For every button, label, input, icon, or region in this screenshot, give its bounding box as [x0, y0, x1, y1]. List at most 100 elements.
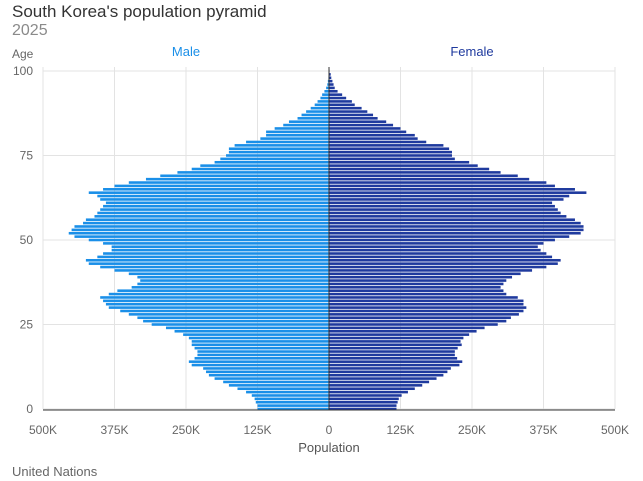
bar-female	[329, 313, 519, 316]
bar-male	[177, 171, 329, 174]
bar-male	[274, 127, 329, 130]
bar-male	[100, 265, 329, 269]
bar-female	[329, 154, 452, 157]
bar-female	[329, 73, 331, 76]
bar-male	[301, 113, 329, 117]
bar-female	[329, 248, 541, 252]
bar-male	[88, 238, 329, 242]
bar-male	[88, 191, 329, 194]
bar-female	[329, 407, 397, 411]
bar-male	[68, 231, 330, 235]
axes: 0 25 50 75 100 500K 375K 250K 125K 0 125K 250K 375K 5…	[13, 64, 629, 437]
bar-female	[329, 269, 533, 272]
x-axis-title: Population	[298, 440, 359, 455]
bar-male	[183, 333, 329, 336]
bar-male	[306, 110, 329, 113]
y-tick-label: 0	[26, 402, 33, 416]
bar-male	[194, 357, 329, 360]
bar-male	[322, 93, 329, 96]
bar-female	[329, 245, 538, 249]
bar-male	[228, 384, 329, 387]
bar-female	[329, 346, 458, 350]
bar-male	[327, 79, 329, 83]
bar-female	[329, 150, 452, 154]
bar-male	[97, 211, 329, 215]
bar-male	[111, 248, 329, 252]
bar-male	[220, 157, 329, 161]
bar-female	[329, 83, 334, 86]
y-axis-title: Age	[12, 47, 34, 61]
bar-female	[329, 86, 335, 90]
bar-male	[128, 181, 329, 184]
bar-female	[329, 133, 415, 137]
bar-male	[85, 218, 330, 222]
bar-female	[329, 140, 427, 144]
bar-male	[260, 137, 329, 140]
bar-male	[88, 262, 329, 265]
bar-male	[246, 140, 329, 144]
bar-male	[100, 208, 329, 211]
bar-male	[266, 130, 329, 134]
bar-female	[329, 306, 527, 309]
bar-female	[329, 373, 444, 377]
bar-female	[329, 279, 507, 282]
x-tick-label: 0	[326, 423, 333, 437]
source-note: United Nations	[12, 464, 98, 479]
bar-female	[329, 367, 451, 370]
bar-male	[151, 323, 329, 326]
bar-male	[226, 154, 329, 157]
bar-female	[329, 329, 477, 333]
x-tick-label: 500K	[29, 423, 57, 437]
bar-male	[254, 397, 329, 401]
bar-female	[329, 272, 521, 276]
bar-male	[128, 313, 329, 316]
bar-female	[329, 123, 394, 127]
bar-male	[214, 160, 329, 164]
bar-male	[197, 350, 329, 353]
bar-female	[329, 157, 455, 161]
bar-female	[329, 319, 507, 323]
bar-male	[140, 279, 329, 282]
bar-female	[329, 164, 478, 167]
bar-male	[100, 198, 329, 201]
bar-male	[120, 309, 329, 313]
bar-female	[329, 299, 524, 303]
bar-female	[329, 242, 544, 245]
bar-male	[206, 370, 329, 374]
bar-female	[329, 404, 397, 407]
bar-female	[329, 235, 570, 238]
bar-female	[329, 258, 561, 262]
bar-male	[191, 340, 329, 343]
bar-female	[329, 286, 501, 289]
bar-female	[329, 350, 455, 353]
bar-female	[329, 292, 507, 296]
x-tick-label: 250K	[458, 423, 486, 437]
bar-female	[329, 110, 368, 113]
bar-female	[329, 211, 561, 215]
bar-male	[251, 394, 329, 397]
bar-male	[105, 201, 329, 205]
bar-male	[85, 258, 330, 262]
bar-female	[329, 296, 518, 299]
bar-male	[74, 225, 330, 228]
bar-female	[329, 204, 555, 208]
bar-male	[266, 133, 329, 137]
bar-male	[223, 380, 329, 384]
bar-male	[200, 164, 329, 167]
bar-male	[100, 296, 329, 299]
bar-female	[329, 144, 444, 147]
bar-female	[329, 218, 575, 222]
bar-female	[329, 130, 407, 134]
chart-title: South Korea's population pyramid	[12, 2, 267, 21]
bar-male	[103, 204, 329, 208]
bar-male	[128, 272, 329, 276]
bar-male	[103, 252, 329, 255]
bar-female	[329, 343, 462, 347]
bar-female	[329, 167, 490, 171]
bar-female	[329, 137, 418, 140]
bar-female	[329, 265, 547, 269]
bar-female	[329, 302, 524, 306]
bar-female	[329, 238, 555, 242]
bar-male	[108, 292, 329, 296]
